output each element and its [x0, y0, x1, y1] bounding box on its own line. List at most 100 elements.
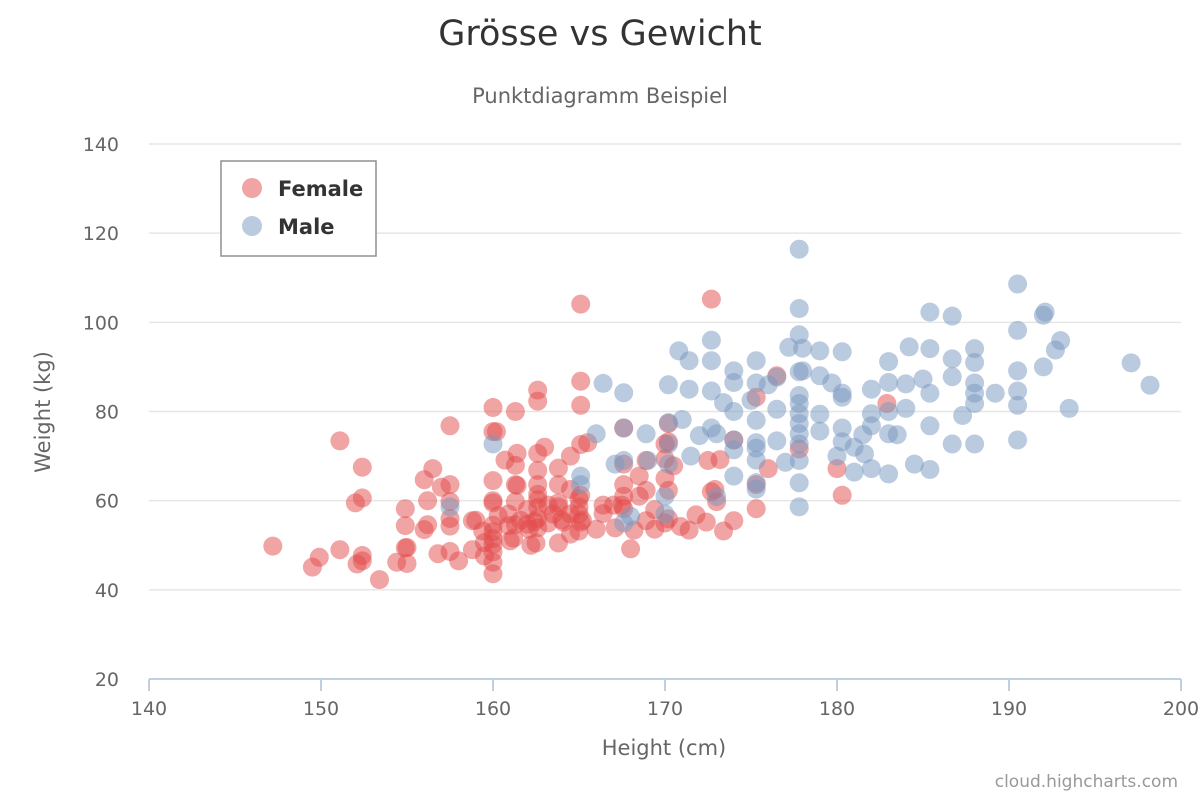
legend[interactable]: Female Male: [220, 160, 377, 257]
data-point-male[interactable]: [1008, 395, 1028, 415]
data-point-male[interactable]: [724, 466, 744, 486]
data-point-male[interactable]: [832, 342, 852, 362]
data-point-female[interactable]: [418, 515, 438, 535]
data-point-female[interactable]: [483, 398, 503, 417]
data-point-female[interactable]: [571, 395, 591, 415]
data-point-female[interactable]: [528, 391, 548, 411]
data-point-male[interactable]: [483, 434, 503, 454]
data-point-male[interactable]: [810, 341, 830, 361]
data-point-male[interactable]: [679, 351, 699, 371]
data-point-female[interactable]: [395, 499, 415, 519]
data-point-male[interactable]: [965, 339, 985, 359]
data-point-male[interactable]: [920, 460, 940, 479]
data-point-male[interactable]: [701, 381, 721, 401]
data-point-male[interactable]: [614, 451, 634, 470]
data-point-male[interactable]: [1008, 381, 1028, 401]
data-point-female[interactable]: [352, 457, 372, 477]
data-point-male[interactable]: [672, 410, 692, 429]
data-point-male[interactable]: [896, 374, 916, 394]
data-point-male[interactable]: [636, 424, 656, 444]
data-point-male[interactable]: [861, 404, 881, 424]
data-point-male[interactable]: [827, 446, 847, 466]
data-point-male[interactable]: [658, 434, 678, 454]
data-point-male[interactable]: [655, 504, 675, 524]
data-point-male[interactable]: [707, 487, 727, 507]
data-point-female[interactable]: [746, 499, 766, 519]
data-point-male[interactable]: [920, 339, 940, 359]
data-point-male[interactable]: [953, 406, 973, 425]
data-point-male[interactable]: [746, 410, 766, 430]
credits-link[interactable]: cloud.highcharts.com: [994, 772, 1178, 792]
legend-item-female[interactable]: Female: [242, 177, 363, 201]
data-point-male[interactable]: [942, 349, 962, 369]
data-point-male[interactable]: [879, 352, 899, 372]
data-point-male[interactable]: [638, 451, 658, 470]
data-point-female[interactable]: [449, 551, 469, 571]
data-point-male[interactable]: [746, 351, 766, 371]
data-point-male[interactable]: [793, 361, 813, 381]
data-point-male[interactable]: [571, 475, 591, 495]
data-point-male[interactable]: [942, 367, 962, 387]
data-point-male[interactable]: [746, 433, 766, 453]
data-point-female[interactable]: [483, 552, 503, 572]
data-point-male[interactable]: [1035, 302, 1055, 322]
legend-item-male[interactable]: Male: [242, 215, 335, 239]
data-point-female[interactable]: [397, 554, 417, 573]
data-point-male[interactable]: [767, 367, 787, 387]
data-point-female[interactable]: [701, 289, 721, 309]
data-point-female[interactable]: [395, 516, 415, 536]
data-point-male[interactable]: [779, 337, 799, 357]
data-point-male[interactable]: [985, 383, 1005, 403]
data-point-male[interactable]: [942, 434, 962, 454]
data-point-male[interactable]: [707, 424, 727, 444]
data-point-male[interactable]: [810, 421, 830, 441]
data-point-male[interactable]: [965, 434, 985, 454]
data-point-male[interactable]: [887, 425, 907, 445]
data-point-female[interactable]: [621, 539, 641, 559]
data-point-male[interactable]: [593, 373, 613, 393]
data-point-female[interactable]: [614, 475, 634, 495]
data-point-female[interactable]: [352, 488, 372, 508]
data-point-female[interactable]: [330, 431, 350, 451]
data-point-male[interactable]: [586, 424, 606, 444]
data-point-male[interactable]: [810, 404, 830, 424]
data-point-female[interactable]: [352, 546, 372, 565]
data-point-male[interactable]: [681, 446, 701, 466]
data-point-male[interactable]: [879, 373, 899, 392]
data-point-female[interactable]: [696, 512, 716, 532]
data-point-female[interactable]: [629, 466, 649, 486]
data-point-female[interactable]: [636, 480, 656, 500]
data-point-female[interactable]: [263, 536, 283, 556]
data-point-female[interactable]: [526, 533, 546, 553]
data-point-male[interactable]: [658, 375, 678, 395]
data-point-female[interactable]: [330, 540, 350, 560]
data-point-male[interactable]: [1008, 361, 1028, 381]
data-point-male[interactable]: [614, 383, 634, 403]
data-point-male[interactable]: [896, 398, 916, 418]
data-point-male[interactable]: [701, 351, 721, 371]
data-point-female[interactable]: [586, 519, 606, 539]
data-point-male[interactable]: [832, 418, 852, 438]
data-point-female[interactable]: [483, 491, 503, 511]
data-point-male[interactable]: [879, 464, 899, 484]
data-point-female[interactable]: [535, 437, 555, 457]
data-point-female[interactable]: [309, 547, 329, 567]
data-point-male[interactable]: [1121, 353, 1141, 373]
data-point-male[interactable]: [899, 337, 919, 357]
data-point-male[interactable]: [679, 379, 699, 399]
data-point-male[interactable]: [724, 402, 744, 421]
data-point-male[interactable]: [879, 402, 899, 421]
data-point-male[interactable]: [621, 506, 641, 526]
data-point-male[interactable]: [775, 452, 795, 472]
data-point-female[interactable]: [505, 402, 525, 421]
data-point-male[interactable]: [965, 394, 985, 413]
data-point-female[interactable]: [571, 371, 591, 391]
data-point-female[interactable]: [370, 570, 389, 590]
data-point-male[interactable]: [832, 387, 852, 407]
data-point-male[interactable]: [767, 431, 787, 451]
data-point-male[interactable]: [724, 361, 744, 381]
data-point-male[interactable]: [1140, 375, 1160, 395]
data-point-male[interactable]: [1033, 357, 1053, 377]
data-point-female[interactable]: [397, 538, 417, 557]
data-point-male[interactable]: [904, 454, 924, 474]
